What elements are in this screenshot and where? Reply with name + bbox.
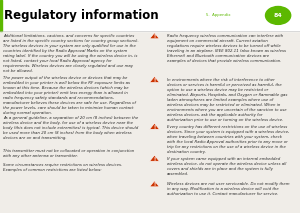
Bar xyxy=(0,0,2,31)
Text: !: ! xyxy=(153,157,156,162)
Text: 84: 84 xyxy=(274,13,283,18)
Text: !: ! xyxy=(153,125,156,130)
Circle shape xyxy=(266,6,291,24)
Text: !: ! xyxy=(153,78,156,83)
Text: Every country has different restrictions on the use of wireless
devices. Since y: Every country has different restrictions… xyxy=(167,125,289,154)
Text: Radio frequency wireless communication can interfere with
equipment on commercia: Radio frequency wireless communication c… xyxy=(167,34,286,63)
Polygon shape xyxy=(150,33,159,39)
Polygon shape xyxy=(150,181,159,187)
Text: Regulatory information: Regulatory information xyxy=(4,9,158,22)
Polygon shape xyxy=(150,76,159,82)
Text: Additional limitations, cautions, and concerns for specific countries
are listed: Additional limitations, cautions, and co… xyxy=(3,34,139,73)
Text: !: ! xyxy=(153,183,156,187)
Text: If your system came equipped with an internal embedded
wireless device, do not o: If your system came equipped with an int… xyxy=(167,157,286,176)
Text: 5.  Appendix: 5. Appendix xyxy=(206,13,230,17)
Bar xyxy=(0,0,300,31)
Text: As a general guideline, a separation of 20 cm (8 inches) between the
wireless de: As a general guideline, a separation of … xyxy=(3,116,138,140)
Text: In environments where the risk of interference to other
devices or services is h: In environments where the risk of interf… xyxy=(167,78,287,122)
Text: !: ! xyxy=(153,35,156,39)
Text: The power output of the wireless device or devices that may be
embedded in your : The power output of the wireless device … xyxy=(3,76,136,115)
Text: This transmitter must not be collocated or operation in conjunction
with any oth: This transmitter must not be collocated … xyxy=(3,149,134,158)
Polygon shape xyxy=(150,123,159,129)
Polygon shape xyxy=(150,155,159,161)
Text: Wireless devices are not user serviceable. Do not modify them
in any way. Modifi: Wireless devices are not user serviceabl… xyxy=(167,182,289,196)
Text: Some circumstances require restrictions on wireless devices.
Examples of common : Some circumstances require restrictions … xyxy=(3,163,122,172)
